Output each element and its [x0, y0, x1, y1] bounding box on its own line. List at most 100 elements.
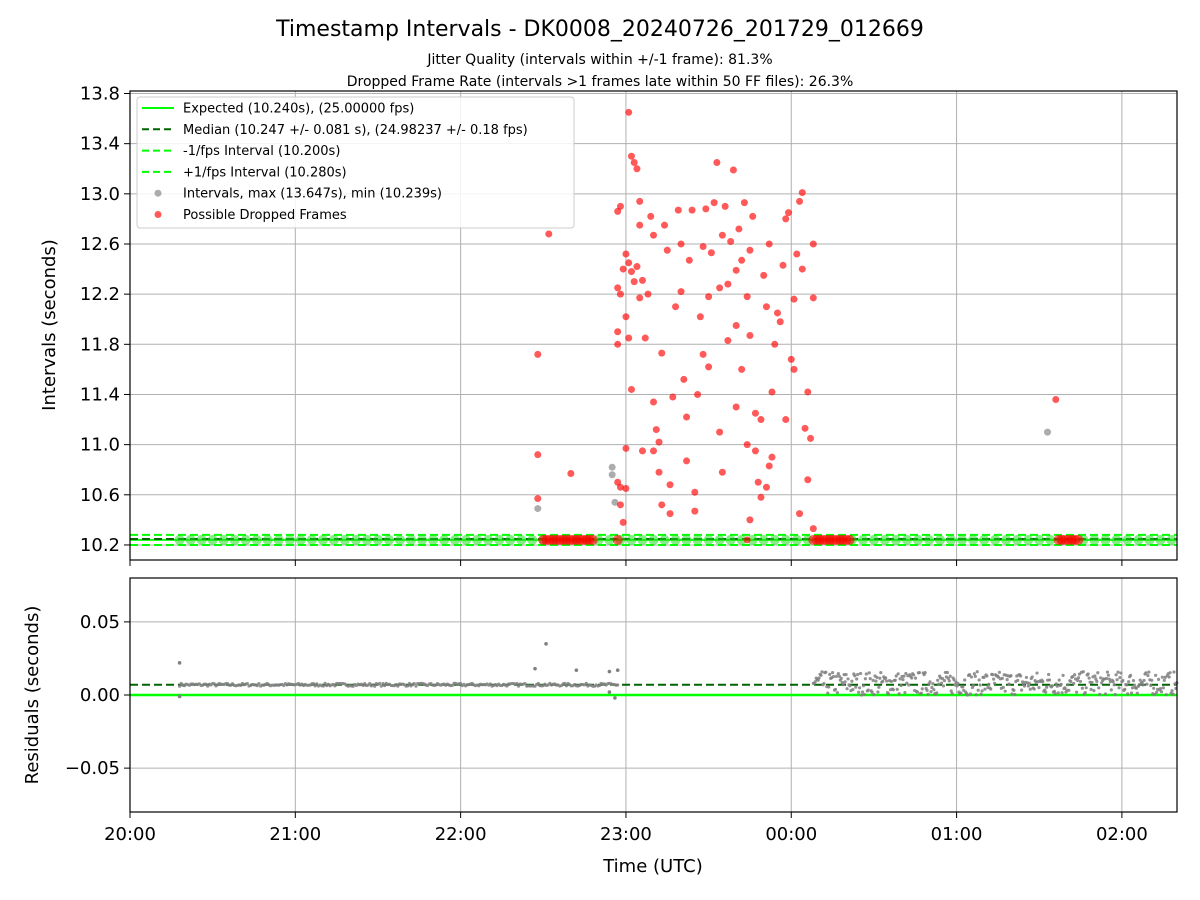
dropped-frame-point-91	[762, 303, 770, 311]
dropped-frame-point-36	[647, 212, 655, 220]
dropped-frame-point-73	[727, 237, 735, 245]
top-baseline-point	[990, 534, 1001, 545]
residual-band-point	[1145, 682, 1149, 686]
dropped-frame-point-90	[760, 271, 768, 279]
top-baseline-point	[924, 534, 935, 545]
residual-band-point	[1001, 685, 1005, 690]
dropped-frame-point-19	[614, 284, 622, 292]
dropped-frame-point-129	[650, 231, 657, 239]
top-baseline-point	[1144, 534, 1155, 545]
residual-band-point	[837, 674, 841, 678]
residual-band-point	[853, 674, 857, 678]
dropped-frame-point-105	[801, 424, 809, 432]
x-tick-label-3: 23:00	[600, 824, 652, 845]
dropped-frame-point-63	[705, 293, 713, 301]
top-baseline-point	[527, 534, 538, 545]
residual-band-point	[1024, 675, 1029, 680]
residual-band-point	[923, 671, 927, 675]
residual-band-point	[1067, 688, 1071, 692]
residual-band-point	[833, 687, 838, 692]
residual-band-point	[827, 685, 831, 689]
residual-band-point	[1167, 675, 1171, 679]
dropped-frame-point-2	[534, 495, 542, 503]
residual-band-point	[971, 683, 975, 688]
top-dropped-cluster-point	[587, 534, 598, 545]
dropped-frame-point-117	[718, 468, 726, 476]
dropped-frame-point-68	[716, 284, 724, 292]
residual-band-point	[1142, 678, 1146, 683]
bottom-y-tick-label-2: 0.05	[80, 612, 120, 633]
dropped-frame-point-41	[655, 468, 663, 476]
top-baseline-point	[725, 534, 736, 545]
dropped-frame-point-125	[746, 516, 754, 524]
residual-band-point	[1162, 678, 1166, 682]
dropped-frame-point-33	[638, 276, 646, 284]
dropped-frame-point-21	[614, 328, 622, 336]
dropped-frame-point-92	[765, 240, 773, 248]
residual-band-point	[1073, 673, 1077, 677]
bottom-plot-frame	[129, 577, 1178, 813]
residual-band-point	[940, 677, 945, 681]
top-baseline-point	[637, 534, 648, 545]
dropped-frame-point-43	[661, 221, 669, 229]
interval-point-3	[611, 498, 619, 506]
residual-band-point	[1144, 671, 1148, 675]
dropped-frame-point-122	[768, 453, 776, 461]
dropped-frame-point-119	[683, 457, 691, 465]
dropped-frame-point-107	[804, 476, 812, 484]
top-baseline-point	[935, 534, 946, 545]
residual-band-point	[1013, 692, 1017, 697]
top-baseline-point	[1111, 534, 1122, 545]
dropped-frame-point-76	[732, 266, 740, 274]
residual-band-point	[1158, 687, 1163, 691]
top-baseline-point	[361, 534, 372, 545]
residual-band-point	[874, 679, 878, 683]
residual-band-point	[952, 678, 956, 682]
dropped-frame-point-46	[666, 510, 674, 518]
residual-point-3	[544, 642, 548, 646]
residual-band-point	[1035, 671, 1039, 675]
legend-label-4: Intervals, max (13.647s), min (10.239s)	[183, 187, 442, 202]
top-baseline-point	[979, 534, 990, 545]
residual-band-point	[975, 670, 979, 674]
residual-band-point	[379, 684, 383, 688]
residual-band-point	[955, 684, 959, 688]
residual-band-point	[884, 679, 889, 683]
top-y-tick-label-6: 12.6	[80, 234, 120, 255]
residual-band-point	[897, 692, 901, 696]
residual-band-point	[1090, 680, 1094, 685]
residual-band-point	[928, 680, 932, 684]
dropped-frame-point-110	[809, 294, 817, 302]
residual-band-point	[813, 680, 817, 684]
residual-band-point	[985, 674, 989, 678]
residual-band-point	[862, 692, 867, 697]
residual-band-point	[973, 674, 977, 678]
top-baseline-point	[185, 534, 196, 545]
top-y-tick-label-9: 13.8	[80, 84, 120, 105]
dropped-frame-point-53	[683, 413, 691, 421]
dropped-frame-point-120	[658, 501, 666, 509]
top-baseline-point	[240, 534, 251, 545]
legend-swatch-5	[154, 211, 162, 218]
residual-band-point	[872, 693, 876, 697]
residual-band-point	[1032, 687, 1036, 691]
top-baseline-point	[692, 534, 703, 545]
top-baseline-point	[174, 534, 185, 545]
bottom-y-tick-label-0: −0.05	[65, 758, 120, 779]
residual-band-point	[333, 684, 337, 688]
top-y-axis-label: Intervals (seconds)	[39, 239, 60, 411]
residual-band-point	[974, 693, 978, 697]
residual-band-point	[1129, 691, 1134, 695]
residual-band-point	[947, 679, 951, 683]
residual-band-point	[1045, 685, 1049, 689]
residual-band-point	[1000, 676, 1004, 680]
residual-band-point	[564, 684, 569, 688]
residual-band-point	[1153, 692, 1157, 696]
top-baseline-point	[328, 534, 339, 545]
legend-label-5: Possible Dropped Frames	[183, 208, 347, 223]
dropped-frame-point-114	[782, 416, 790, 424]
residual-band-point	[895, 687, 899, 691]
dropped-frame-point-101	[790, 295, 798, 303]
x-tick-label-1: 21:00	[269, 824, 321, 845]
